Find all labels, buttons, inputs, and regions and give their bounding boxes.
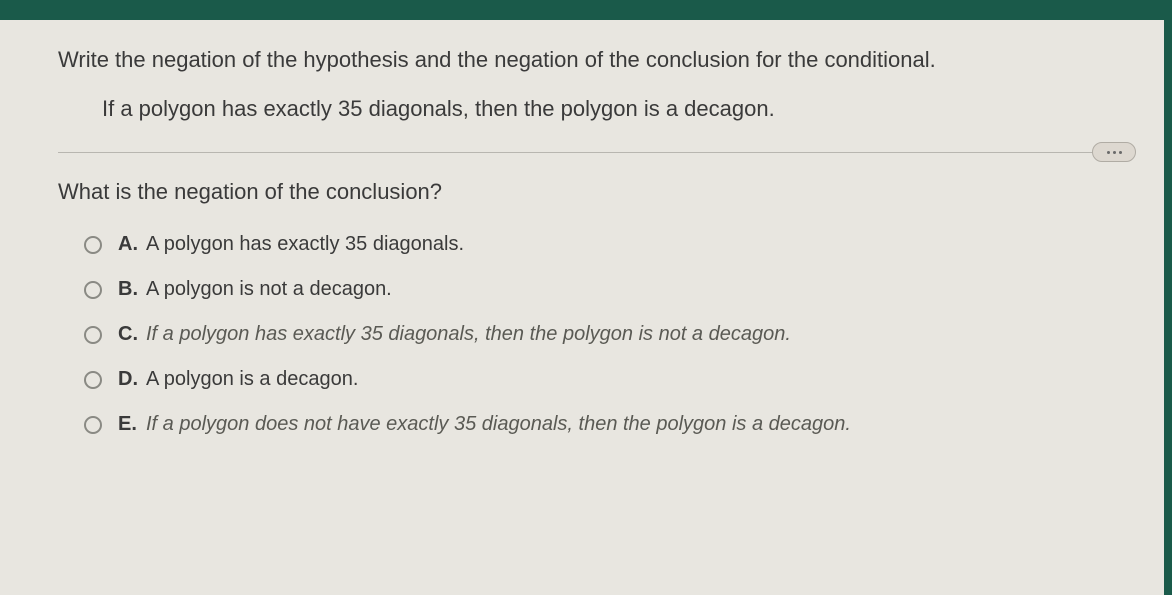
option-text: A polygon is not a decagon.: [146, 278, 392, 301]
option-letter: A.: [118, 233, 146, 256]
sub-question: What is the negation of the conclusion?: [58, 179, 1116, 205]
radio-c[interactable]: [84, 326, 102, 344]
divider-wrap: [58, 152, 1116, 153]
option-text: If a polygon has exactly 35 diagonals, t…: [146, 323, 791, 346]
option-text: If a polygon does not have exactly 35 di…: [146, 413, 851, 436]
option-letter: B.: [118, 278, 146, 301]
option-text: A polygon is a decagon.: [146, 368, 358, 391]
option-letter: D.: [118, 368, 146, 391]
option-c[interactable]: C. If a polygon has exactly 35 diagonals…: [84, 323, 1116, 346]
option-b[interactable]: B. A polygon is not a decagon.: [84, 278, 1116, 301]
option-letter: E.: [118, 413, 146, 436]
option-letter: C.: [118, 323, 146, 346]
option-text: A polygon has exactly 35 diagonals.: [146, 233, 464, 256]
conditional-statement: If a polygon has exactly 35 diagonals, t…: [102, 91, 1116, 126]
radio-a[interactable]: [84, 236, 102, 254]
option-d[interactable]: D. A polygon is a decagon.: [84, 368, 1116, 391]
option-a[interactable]: A. A polygon has exactly 35 diagonals.: [84, 233, 1116, 256]
question-stem: Write the negation of the hypothesis and…: [58, 42, 1116, 77]
question-panel: Write the negation of the hypothesis and…: [0, 20, 1164, 595]
radio-b[interactable]: [84, 281, 102, 299]
radio-e[interactable]: [84, 416, 102, 434]
options-list: A. A polygon has exactly 35 diagonals. B…: [84, 233, 1116, 436]
more-options-pill[interactable]: [1092, 142, 1136, 162]
radio-d[interactable]: [84, 371, 102, 389]
option-e[interactable]: E. If a polygon does not have exactly 35…: [84, 413, 1116, 436]
section-divider: [58, 152, 1116, 153]
